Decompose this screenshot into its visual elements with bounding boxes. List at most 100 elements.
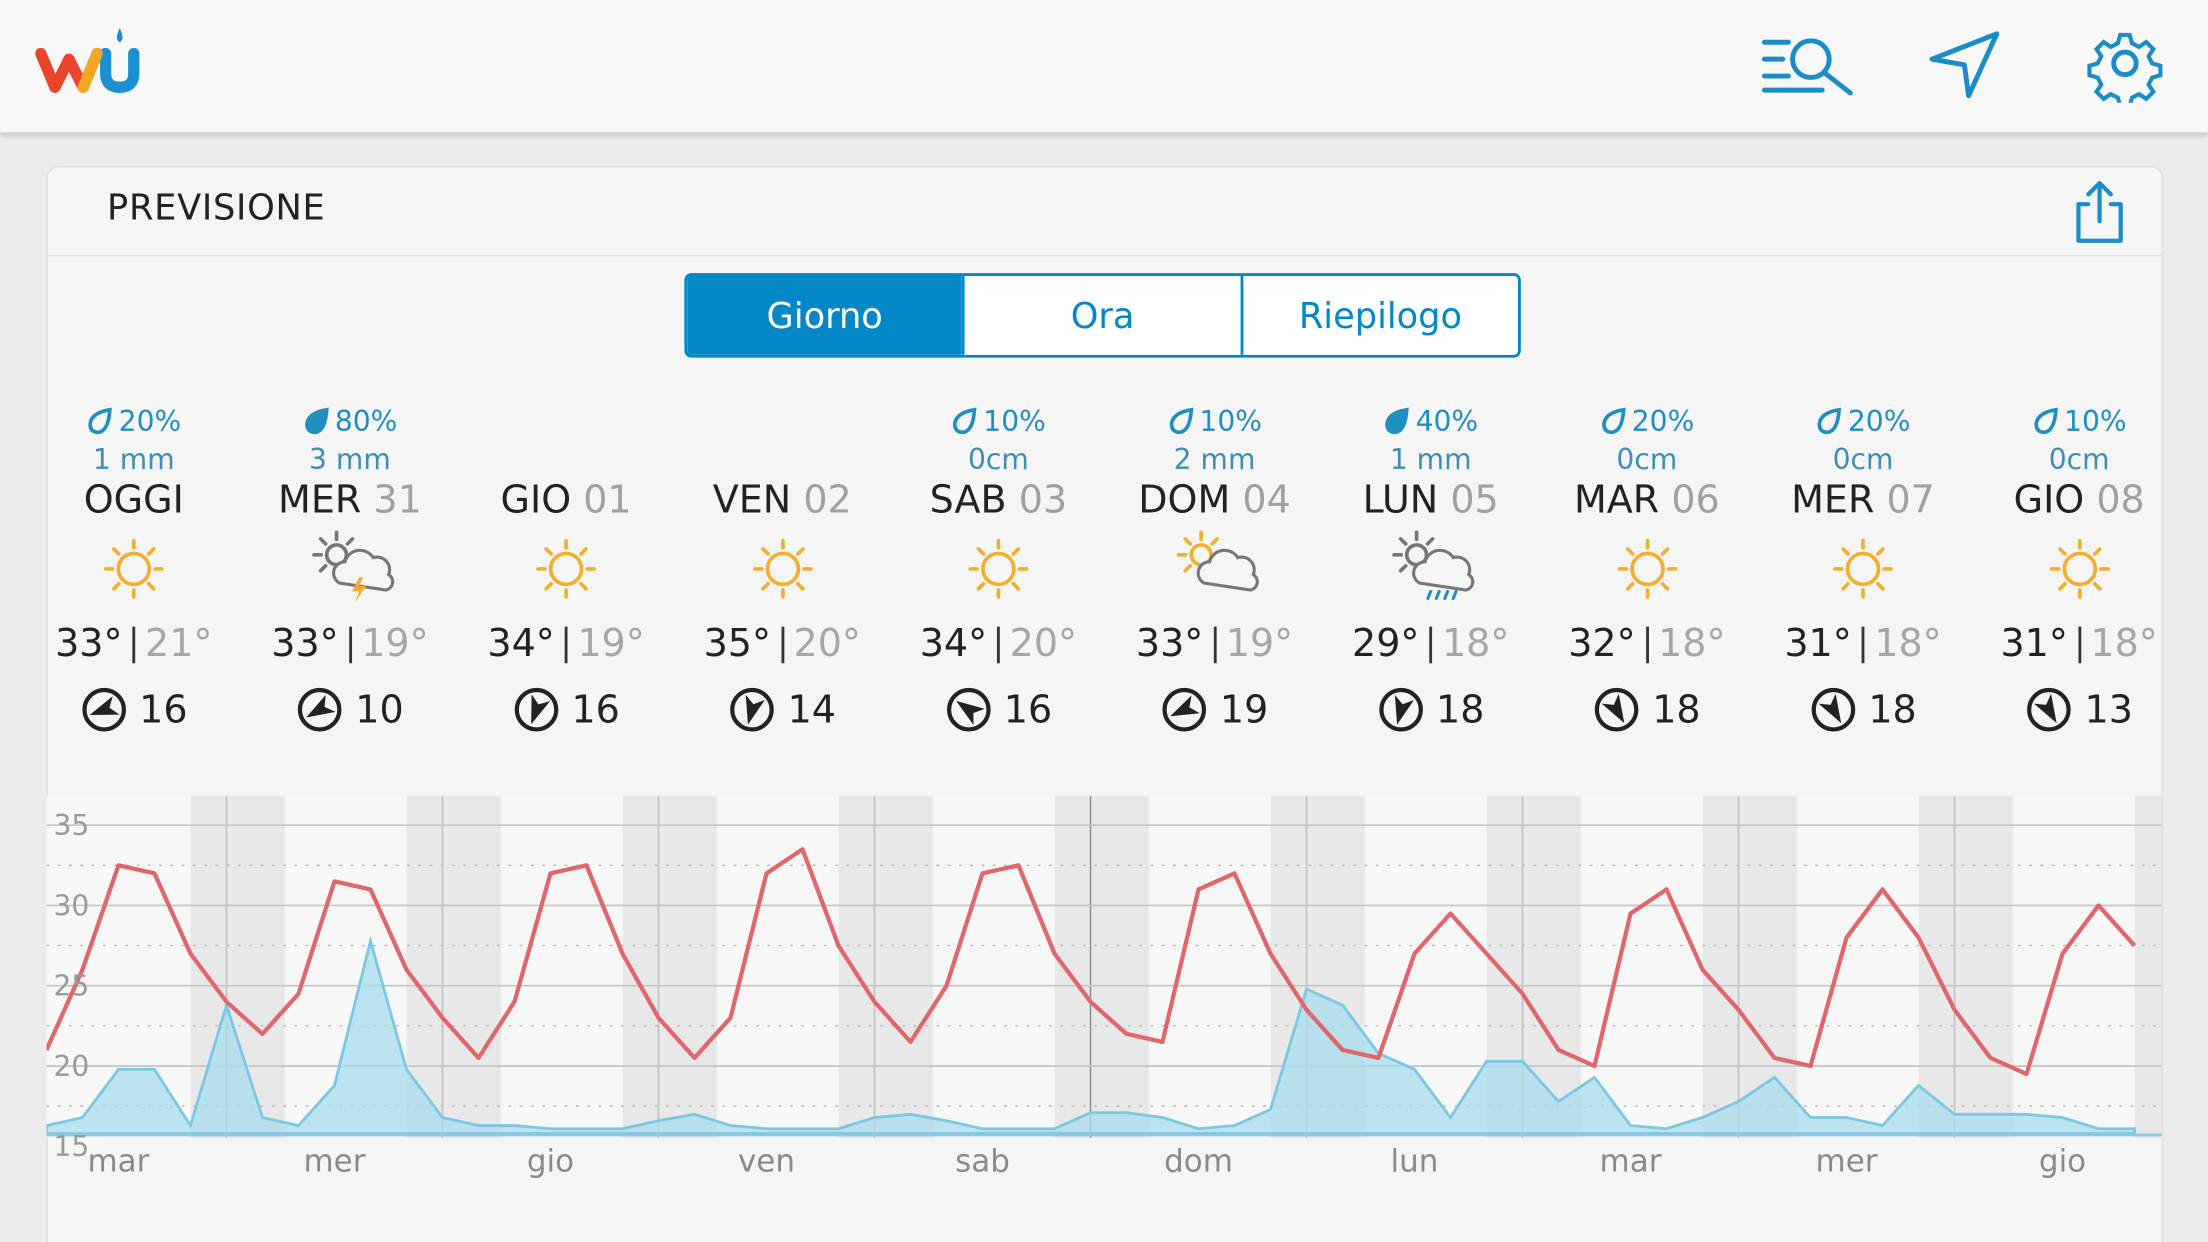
day-name: VEN 02	[677, 479, 888, 523]
sun	[548, 551, 584, 587]
temperatures: 31° 18°	[1757, 622, 1968, 666]
sun-ray	[544, 547, 553, 556]
temp-low: 19°	[1225, 622, 1294, 667]
wind-speed: 16	[139, 687, 188, 732]
card-header: PREVISIONE	[47, 168, 2162, 257]
day-date: 08	[2096, 478, 2145, 523]
settings-button[interactable]	[2085, 24, 2164, 103]
sun-ray	[1625, 582, 1634, 591]
share-button[interactable]	[2073, 176, 2129, 246]
precip-amount: 0cm	[967, 442, 1029, 476]
sun-ray	[2092, 547, 2101, 556]
wind-speed: 13	[2084, 687, 2133, 732]
day-label: MER	[278, 478, 362, 523]
precip-chance-text: 20%	[1847, 404, 1911, 438]
sun-ray	[1011, 582, 1021, 591]
day-label: MAR	[1573, 478, 1660, 523]
wind-speed: 19	[1219, 687, 1269, 732]
weather-icon	[536, 538, 597, 599]
precip-chance: 20%	[1757, 400, 1968, 442]
day-date: 03	[1018, 478, 1068, 523]
x-tick-label: lun	[1391, 1144, 1439, 1180]
y-tick-label: 15	[54, 1130, 90, 1163]
wind-circle	[730, 687, 775, 732]
wind-icon	[298, 687, 342, 732]
sun	[764, 551, 800, 587]
wind-arrow	[1394, 694, 1414, 725]
separator	[780, 625, 784, 663]
wind-circle	[1595, 687, 1639, 732]
search-button[interactable]	[1760, 28, 1859, 98]
separator	[2077, 625, 2081, 663]
weather-icon	[2049, 538, 2110, 599]
separator	[1861, 625, 1865, 663]
wind-speed: 10	[355, 687, 404, 732]
sun	[116, 551, 152, 587]
rain-drop	[1434, 589, 1441, 601]
tab[interactable]: Giorno	[687, 275, 963, 355]
day-name: OGGI	[28, 479, 239, 523]
sun	[2061, 551, 2097, 587]
weather-icon	[103, 538, 164, 599]
precip-chance-text: 10%	[983, 404, 1046, 438]
day-date: 01	[583, 478, 632, 523]
rain-drop	[1426, 589, 1433, 601]
drop-icon	[1601, 407, 1626, 435]
wind-arrow	[1602, 693, 1625, 724]
wind-circle	[946, 687, 991, 732]
drop	[1817, 407, 1842, 435]
sun-ray	[318, 537, 327, 546]
temp-high: 29°	[1352, 622, 1420, 667]
precip-amount: 2 mm	[1173, 442, 1256, 476]
wind-icon	[1595, 687, 1639, 732]
bolt	[351, 577, 366, 603]
weather-icon	[1833, 538, 1893, 599]
logo[interactable]	[35, 25, 148, 109]
day-name: GIO 08	[1974, 479, 2185, 523]
cloud	[331, 548, 394, 592]
drop	[953, 407, 977, 435]
precip-chance: 40%	[1325, 400, 1536, 442]
separator	[996, 625, 1000, 663]
separator	[348, 625, 352, 663]
temperatures: 34° 20°	[893, 622, 1104, 666]
tab[interactable]: Ora	[962, 275, 1241, 355]
sun-ray	[2092, 582, 2101, 591]
day-label: DOM	[1138, 478, 1231, 523]
wind-icon	[1811, 687, 1855, 732]
drop-icon	[953, 407, 977, 435]
tab[interactable]: Riepilogo	[1240, 275, 1518, 355]
y-tick-label: 25	[54, 970, 90, 1003]
separator	[1213, 625, 1216, 663]
temp-low: 18°	[1658, 622, 1726, 667]
wind-arrow	[746, 694, 766, 725]
sun-ray	[1011, 547, 1021, 556]
day-name: MER 31	[244, 479, 455, 523]
temperatures: 33° 19°	[1109, 622, 1320, 666]
day-name: GIO 01	[460, 479, 671, 523]
weather-icon	[1392, 530, 1475, 601]
sun-ray	[2057, 582, 2067, 591]
weather-icon	[968, 538, 1029, 599]
day-name: DOM 04	[1109, 479, 1320, 523]
day-date: 05	[1450, 478, 1499, 523]
weather-icon	[311, 530, 394, 603]
cloud	[1195, 548, 1259, 592]
sun-ray	[579, 547, 588, 556]
drop-icon	[1385, 407, 1410, 435]
wind: 16	[460, 686, 671, 734]
location-button[interactable]	[1926, 25, 2005, 104]
temp-low: 20°	[1009, 622, 1078, 667]
temperatures: 34° 19°	[460, 622, 671, 666]
wind-speed: 18	[1436, 687, 1485, 732]
sun-ray	[544, 582, 553, 591]
x-tick-label: gio	[527, 1144, 574, 1180]
x-tick-label: mar	[1600, 1144, 1662, 1180]
wind: 14	[677, 686, 888, 734]
precip-amount: 0cm	[1832, 442, 1894, 476]
precip-amount: 1 mm	[92, 442, 175, 476]
wind-icon	[946, 687, 991, 732]
precip-amount: 1 mm	[1389, 442, 1472, 476]
night-band	[1702, 795, 1798, 1138]
